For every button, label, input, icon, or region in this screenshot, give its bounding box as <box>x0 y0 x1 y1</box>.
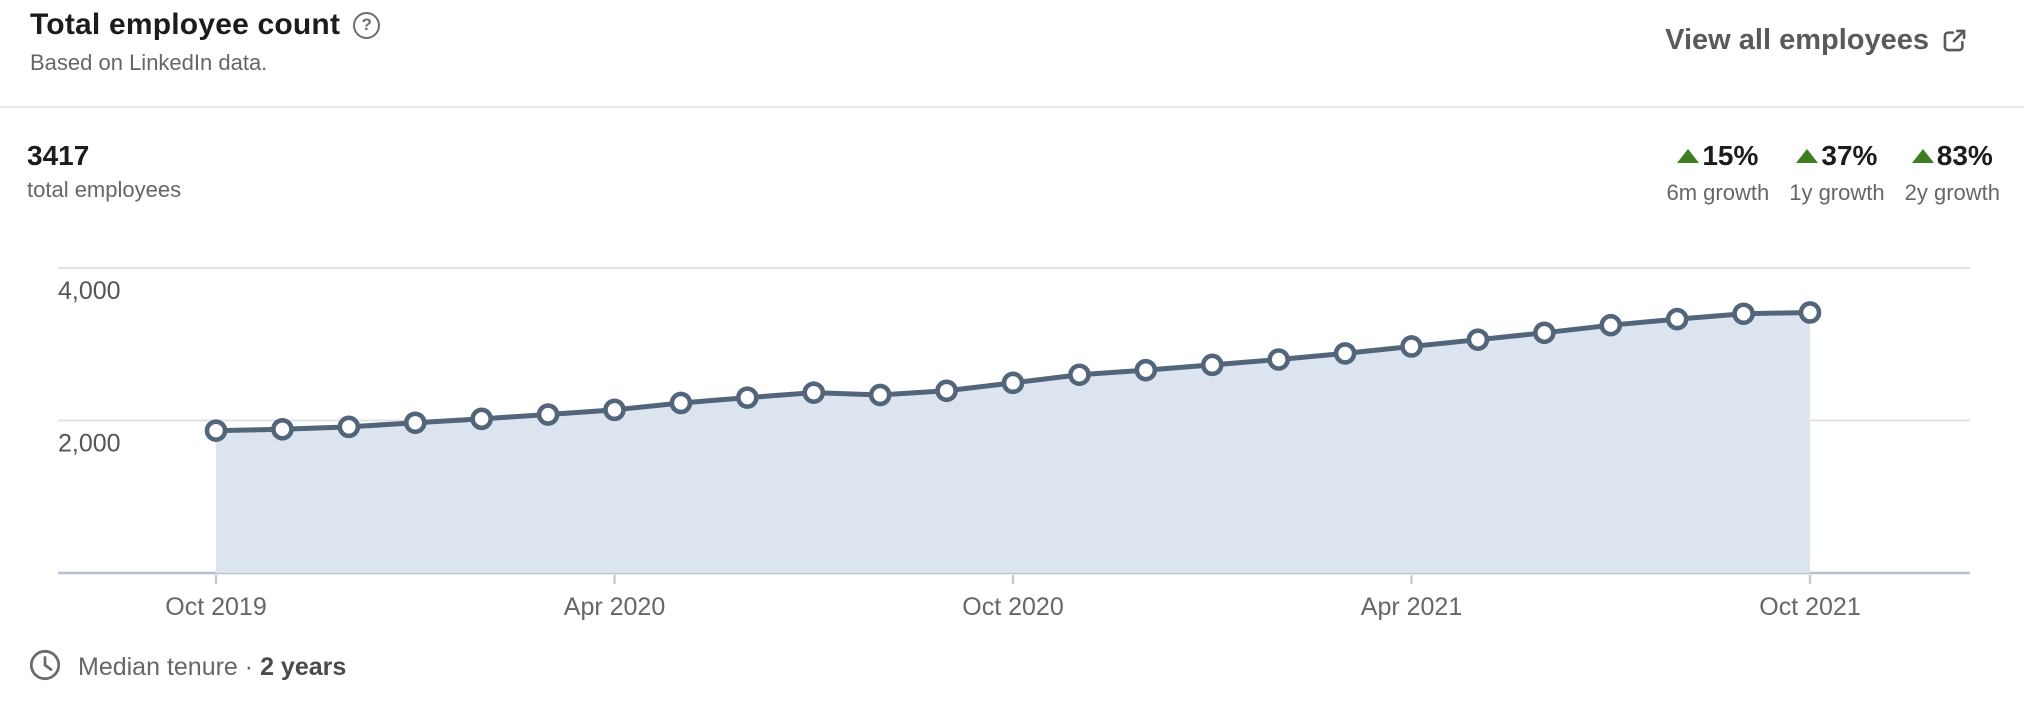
growth-value: 37% <box>1821 140 1878 171</box>
growth-label: 2y growth <box>1904 180 2000 205</box>
growth-stat-1y: 37% 1y growth <box>1789 140 1884 206</box>
data-point-marker[interactable] <box>669 391 693 415</box>
growth-up-icon <box>1911 148 1934 163</box>
card-header: Total employee count ? Based on LinkedIn… <box>0 0 2024 108</box>
median-tenure-label: Median tenure <box>78 653 238 681</box>
data-point-marker[interactable] <box>868 383 892 407</box>
x-axis-tick-label: Oct 2021 <box>1759 593 1860 621</box>
x-axis-tick-label: Apr 2021 <box>1361 593 1462 621</box>
clock-icon <box>28 648 62 687</box>
y-axis-tick-label: 2,000 <box>58 430 121 458</box>
area-fill <box>216 312 1810 573</box>
data-point-marker[interactable] <box>1599 313 1623 337</box>
growth-stat-2y: 83% 2y growth <box>1905 140 2000 206</box>
data-point-marker[interactable] <box>470 407 493 431</box>
data-point-marker[interactable] <box>1798 301 1822 324</box>
growth-up-icon <box>1677 148 1700 163</box>
data-point-marker[interactable] <box>802 381 826 404</box>
data-point-marker[interactable] <box>1333 342 1357 365</box>
subtitle: Based on LinkedIn data. <box>30 50 268 75</box>
help-icon[interactable]: ? <box>353 11 381 39</box>
growth-stat-6m: 15% 6m growth <box>1667 140 1770 206</box>
total-employees-value: 3417 <box>27 140 90 171</box>
page-title: Total employee count <box>30 8 341 41</box>
separator: · <box>244 653 254 681</box>
data-point-marker[interactable] <box>1001 371 1025 395</box>
external-link-icon <box>1941 27 1968 54</box>
median-tenure-value: 2 years <box>260 653 347 681</box>
data-point-marker[interactable] <box>1533 321 1556 345</box>
data-point-marker[interactable] <box>1200 353 1224 377</box>
data-point-marker[interactable] <box>1068 363 1091 387</box>
growth-up-icon <box>1796 148 1819 163</box>
data-point-marker[interactable] <box>536 403 560 426</box>
x-axis-tick-label: Apr 2020 <box>564 593 665 621</box>
data-point-marker[interactable] <box>935 379 958 403</box>
data-point-marker[interactable] <box>403 411 427 435</box>
data-point-marker[interactable] <box>1134 358 1158 382</box>
growth-stats: 15% 6m growth 37% 1y growth 83% 2y growt… <box>1667 140 2001 206</box>
growth-value: 15% <box>1702 140 1759 171</box>
x-axis-tick-label: Oct 2020 <box>962 593 1063 621</box>
total-employees-label: total employees <box>27 177 182 202</box>
data-point-marker[interactable] <box>1466 328 1490 351</box>
x-axis-tick-label: Oct 2019 <box>165 593 266 621</box>
total-employees-stat: 3417 total employees <box>27 140 181 203</box>
data-point-marker[interactable] <box>337 415 361 439</box>
median-tenure-row: Median tenure · 2 years <box>28 648 346 687</box>
view-all-employees-label: View all employees <box>1665 24 1929 56</box>
growth-value: 83% <box>1936 140 1993 171</box>
data-point-marker[interactable] <box>1665 307 1689 331</box>
data-point-marker[interactable] <box>1400 335 1423 358</box>
median-tenure-text: Median tenure · 2 years <box>78 653 346 682</box>
data-point-marker[interactable] <box>603 398 626 422</box>
data-point-marker[interactable] <box>271 417 294 441</box>
data-point-marker[interactable] <box>204 419 228 442</box>
data-point-marker[interactable] <box>1732 302 1755 326</box>
y-axis-tick-label: 4,000 <box>58 277 121 305</box>
data-point-marker[interactable] <box>736 386 759 409</box>
data-point-marker[interactable] <box>1267 348 1290 371</box>
view-all-employees-link[interactable]: View all employees <box>1665 24 1968 57</box>
growth-label: 1y growth <box>1789 180 1885 205</box>
growth-label: 6m growth <box>1666 180 1770 205</box>
